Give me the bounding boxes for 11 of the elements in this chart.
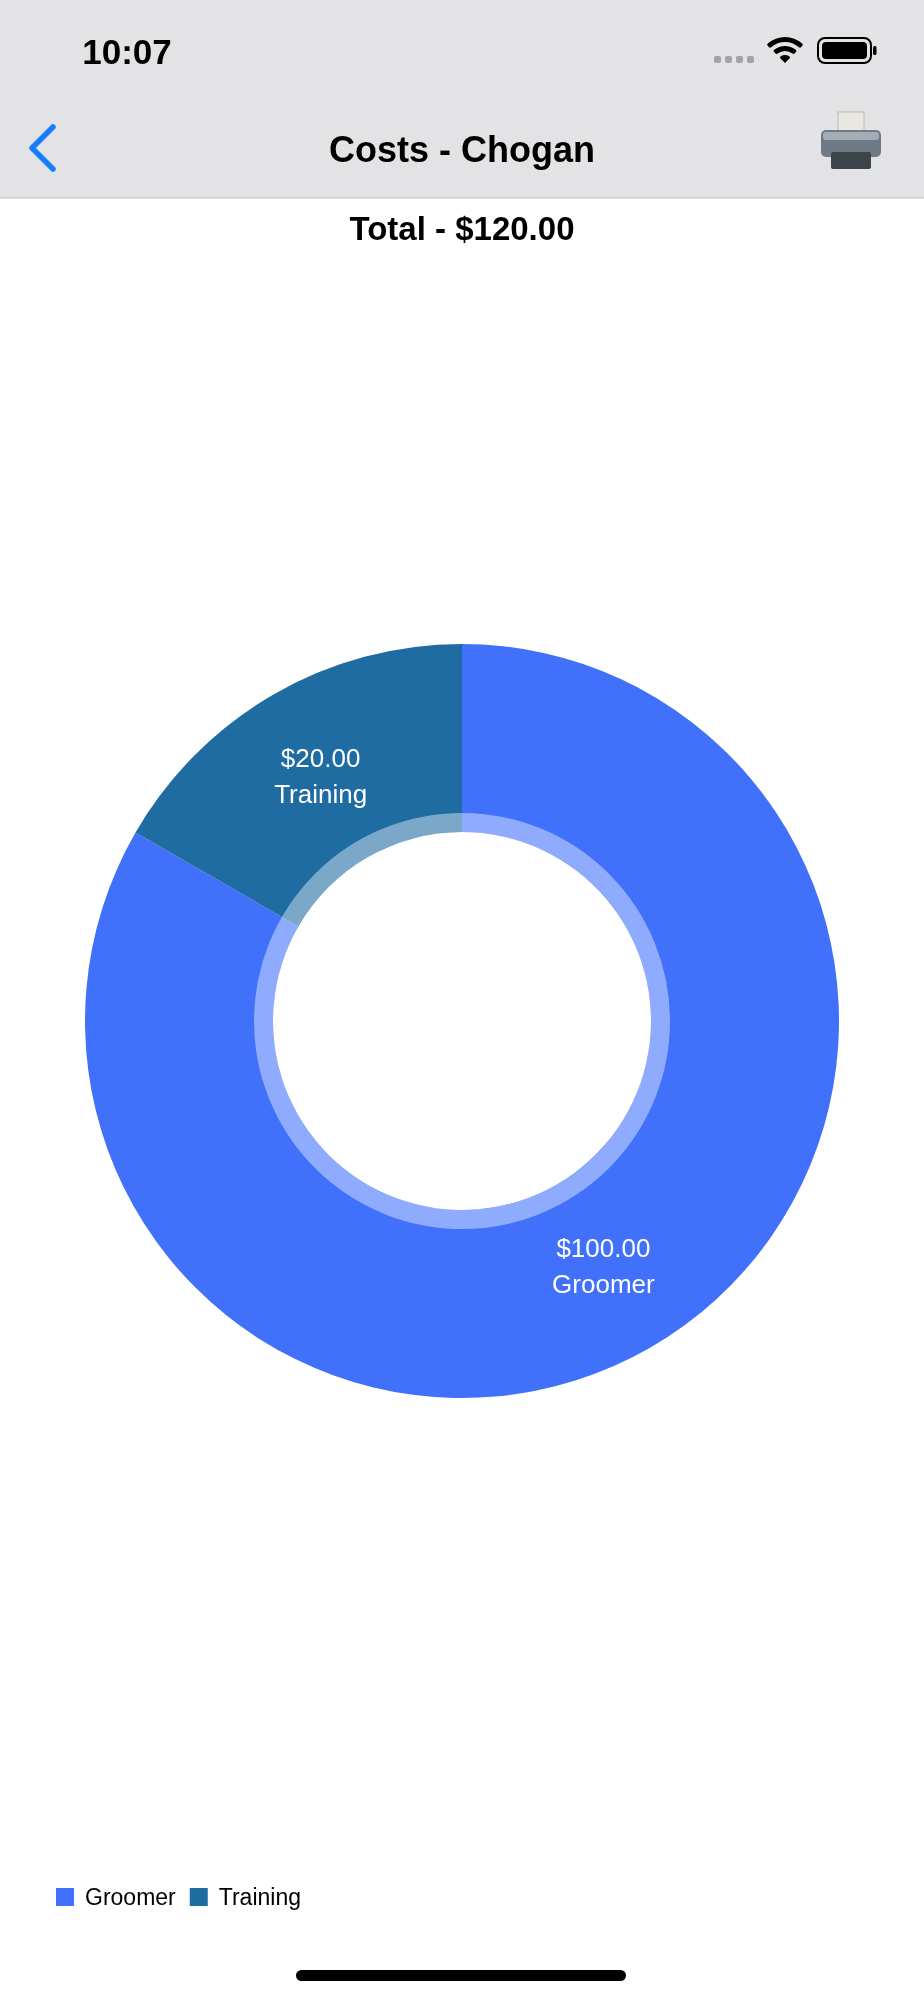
data-label: $20.00 — [280, 743, 361, 774]
legend-label: Training — [218, 1884, 301, 1910]
data-label: $100.00 — [556, 1232, 651, 1263]
chart-subtitle: Total - $120.00 — [349, 209, 575, 247]
slice-label: Groomer — [552, 1268, 656, 1299]
donut-slice — [85, 644, 839, 1398]
legend-label: Groomer — [85, 1884, 177, 1910]
slice-label: Training — [274, 779, 368, 810]
text: 10:07 — [82, 31, 172, 71]
donut-slice — [135, 644, 462, 927]
chart-title: Costs - Chogan — [329, 128, 595, 170]
